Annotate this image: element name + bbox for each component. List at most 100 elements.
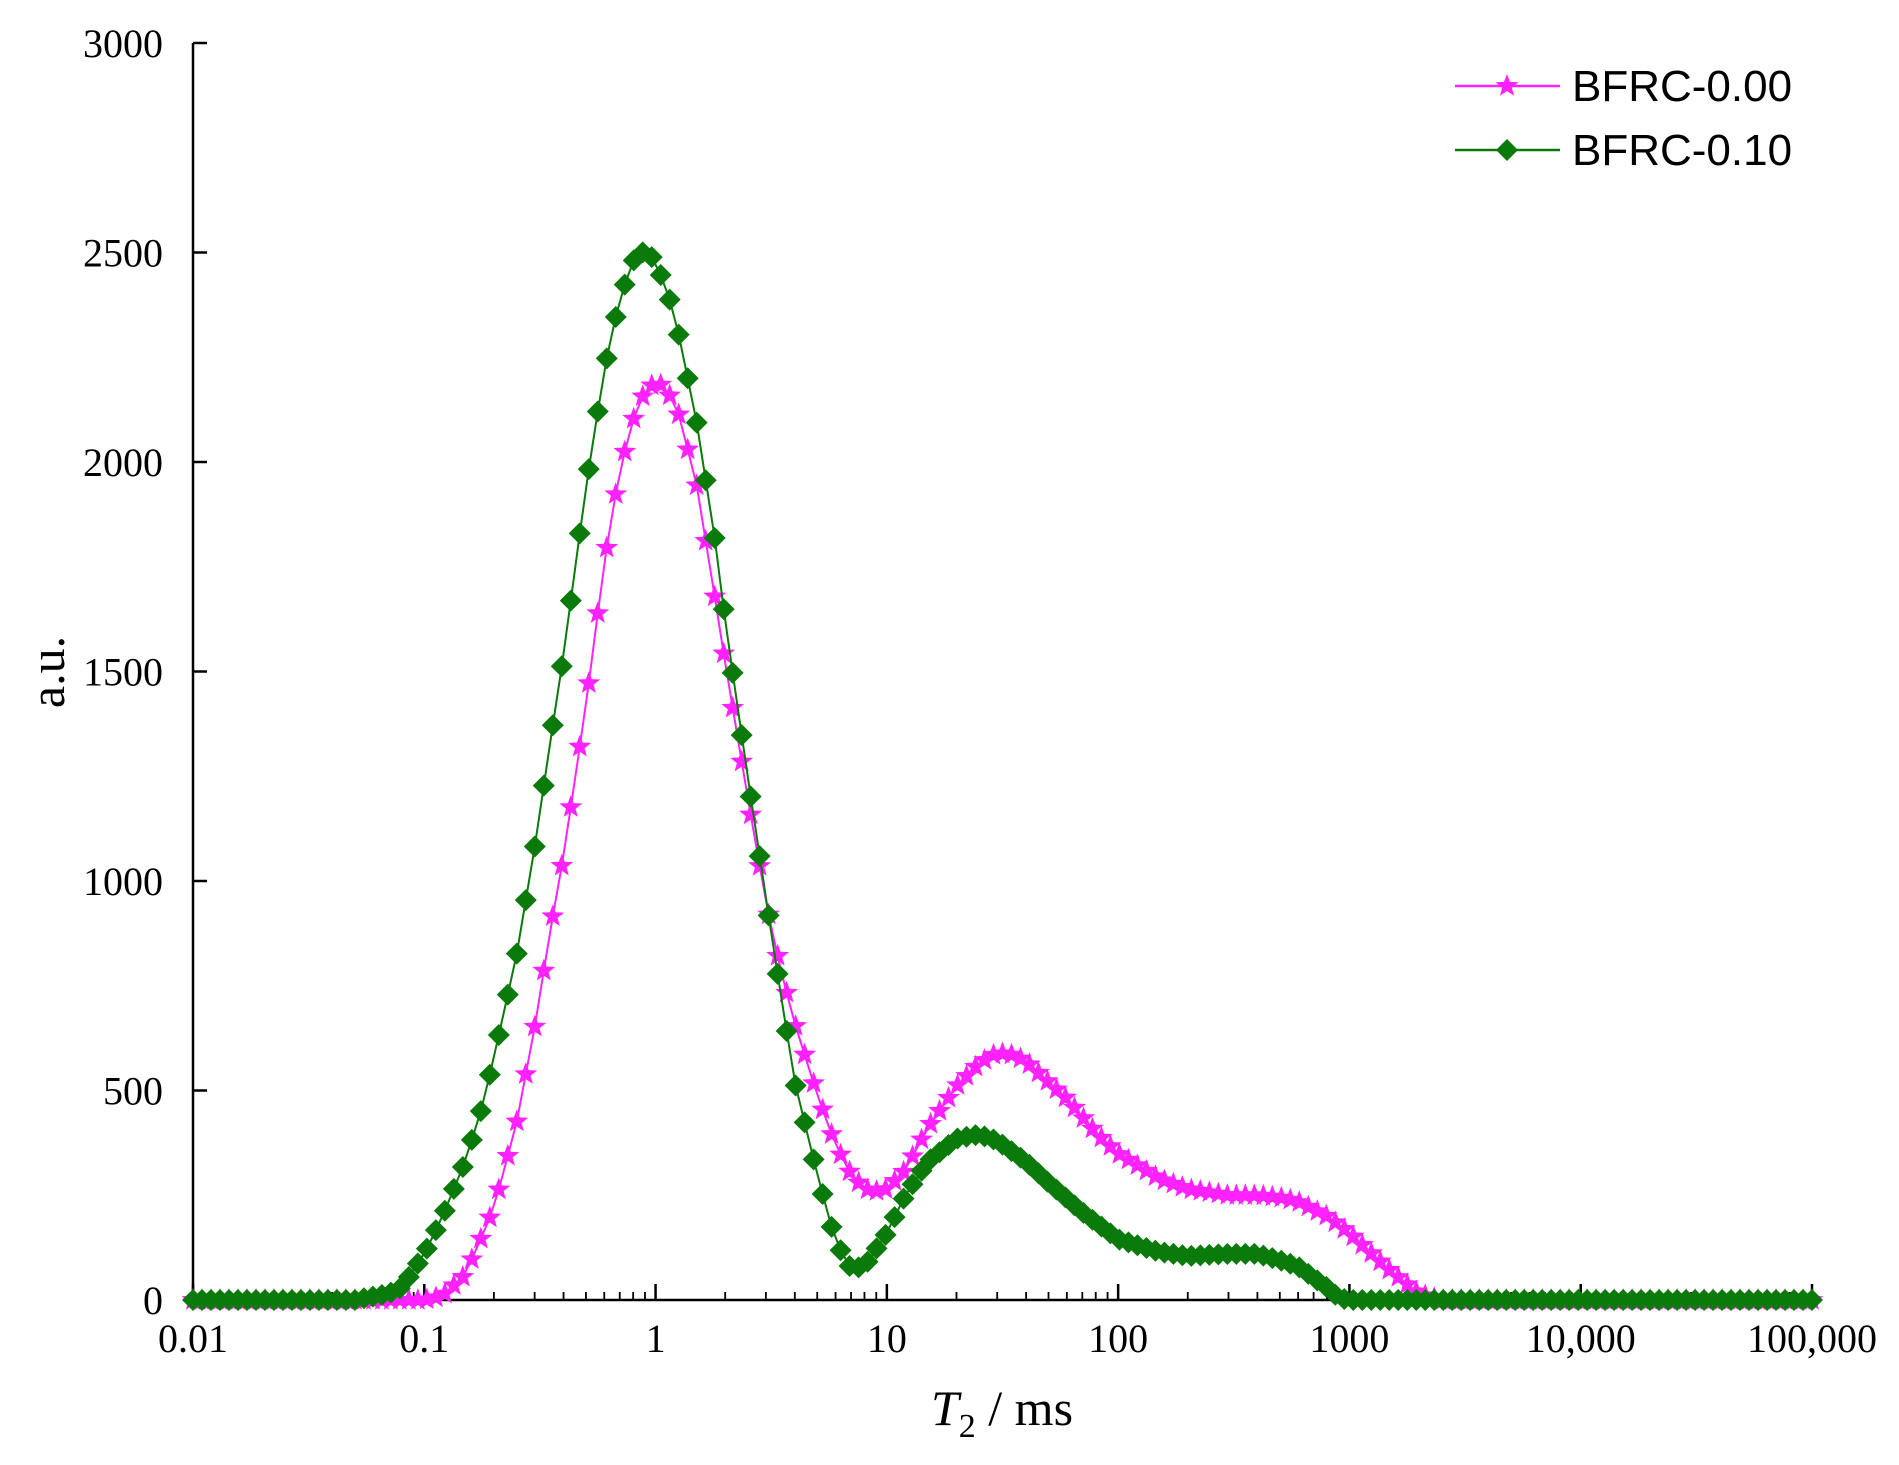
data-point	[1332, 1217, 1356, 1239]
data-point	[676, 437, 700, 460]
data-point	[883, 1169, 906, 1191]
data-point	[406, 1252, 429, 1275]
x-tick-label: 0.1	[399, 1316, 449, 1361]
data-point	[847, 1170, 870, 1193]
data-point	[658, 288, 681, 311]
data-point	[937, 1085, 960, 1108]
data-point	[811, 1097, 834, 1120]
data-point	[1072, 1106, 1095, 1128]
data-point	[946, 1073, 969, 1095]
data-point	[640, 373, 664, 396]
data-point	[667, 402, 691, 425]
y-tick-label: 2500	[83, 231, 163, 276]
data-point	[1395, 1272, 1419, 1294]
data-point	[1368, 1249, 1392, 1272]
data-point	[487, 1177, 511, 1200]
y-tick-label: 1500	[83, 650, 163, 695]
data-point	[1045, 1077, 1068, 1100]
data-point	[649, 263, 672, 286]
data-point	[739, 802, 763, 825]
x-tick-label: 0.01	[158, 1316, 228, 1361]
data-point	[622, 406, 646, 429]
x-tick-label: 100	[1088, 1316, 1148, 1361]
data-point	[586, 400, 609, 423]
data-point	[478, 1205, 502, 1228]
data-point	[838, 1159, 861, 1182]
data-point	[901, 1144, 924, 1166]
data-point	[865, 1237, 888, 1260]
data-point	[1224, 1183, 1248, 1205]
data-point	[397, 1265, 420, 1288]
data-point	[820, 1215, 843, 1238]
data-point	[811, 1182, 834, 1205]
data-point	[766, 943, 790, 966]
data-point	[658, 383, 682, 406]
data-point	[478, 1063, 501, 1086]
axis-titles: T2 / ms a.u.	[19, 636, 1073, 1445]
y-axis-title: a.u.	[19, 636, 75, 708]
data-point	[928, 1098, 951, 1121]
data-point	[1090, 1125, 1113, 1148]
data-point	[568, 734, 592, 757]
data-point	[757, 904, 780, 927]
x-axis-title-subscript: 2	[959, 1408, 976, 1445]
data-point	[1144, 1164, 1167, 1187]
x-tick-label: 10	[867, 1316, 907, 1361]
legend-label: BFRC-0.10	[1572, 126, 1792, 175]
legend: BFRC-0.00 BFRC-0.10	[1455, 62, 1792, 175]
data-point	[1801, 1289, 1823, 1311]
data-point	[1036, 1069, 1059, 1091]
data-point	[802, 1071, 825, 1093]
data-point	[703, 584, 727, 607]
series-BFRC-0.10	[182, 241, 1823, 1311]
data-point	[1009, 1046, 1032, 1069]
data-point	[1233, 1183, 1257, 1205]
data-point	[1000, 1042, 1023, 1065]
data-point	[595, 535, 619, 558]
data-point	[559, 795, 583, 817]
data-point	[676, 367, 699, 390]
data-point	[1215, 1183, 1239, 1205]
data-point	[694, 469, 717, 492]
data-point	[397, 1288, 421, 1310]
data-point	[784, 1074, 807, 1097]
data-point	[541, 904, 565, 926]
data-point	[721, 661, 744, 684]
data-point	[469, 1100, 492, 1123]
data-point	[1108, 1142, 1131, 1164]
data-point	[1081, 1116, 1104, 1139]
legend-marker	[1496, 139, 1518, 161]
data-point	[730, 749, 754, 772]
data-point	[1350, 1232, 1374, 1255]
x-tick-label: 100,000	[1747, 1316, 1877, 1361]
data-point	[820, 1122, 843, 1144]
data-point	[712, 641, 736, 664]
data-point	[613, 273, 636, 296]
data-point	[1377, 1257, 1401, 1280]
data-point	[1162, 1171, 1185, 1194]
y-tick-label: 0	[143, 1278, 163, 1323]
data-point	[514, 889, 537, 912]
data-point	[451, 1156, 474, 1179]
legend-marker	[1495, 74, 1519, 96]
data-point	[1242, 1183, 1266, 1205]
data-point	[523, 1014, 547, 1037]
data-point	[1117, 1147, 1140, 1170]
data-point	[1018, 1052, 1041, 1074]
data-point	[829, 1142, 852, 1165]
data-point	[1126, 1153, 1149, 1175]
data-point	[640, 246, 663, 269]
data-point	[649, 372, 673, 395]
data-point	[415, 1237, 438, 1260]
data-point	[550, 655, 573, 678]
data-point	[469, 1226, 493, 1249]
x-axis-title-unit: / ms	[976, 1380, 1073, 1436]
data-point	[739, 785, 762, 808]
data-point	[892, 1159, 915, 1182]
data-point	[586, 601, 610, 623]
data-point	[595, 347, 618, 370]
data-point	[883, 1206, 906, 1229]
data-point	[955, 1064, 978, 1086]
data-point	[415, 1287, 439, 1310]
